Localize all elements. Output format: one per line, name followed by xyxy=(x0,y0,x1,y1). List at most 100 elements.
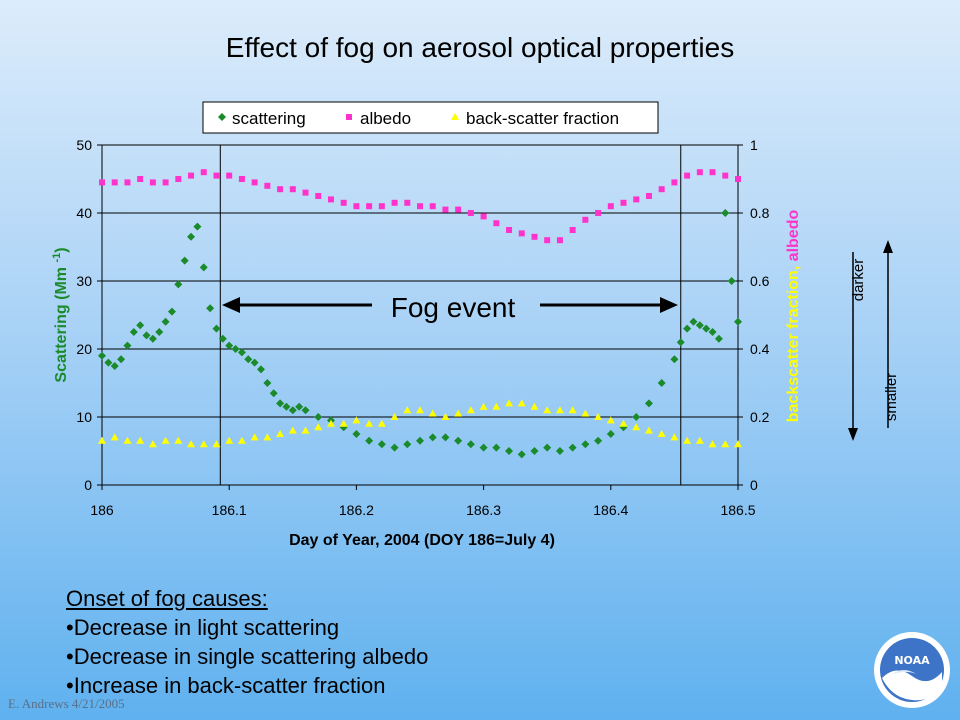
scattering-point xyxy=(117,355,126,364)
chart: 0 0 10 0.2 20 0.4 30 0.6 40 0.8 50 1 186 186.1 186.2 18… xyxy=(51,101,900,549)
scattering-point xyxy=(282,402,291,411)
backscatter-point xyxy=(288,426,297,434)
backscatter-point xyxy=(466,406,475,414)
backscatter-point xyxy=(212,440,221,448)
scattering-point xyxy=(314,413,323,421)
slide-title: Effect of fog on aerosol optical propert… xyxy=(225,32,735,63)
albedo-point xyxy=(137,176,144,182)
y-tick-label-left: 40 xyxy=(76,205,92,221)
scattering-point xyxy=(714,334,723,343)
albedo-point xyxy=(607,203,614,210)
albedo-point xyxy=(684,172,691,179)
backscatter-point xyxy=(110,433,119,441)
scattering-point xyxy=(466,440,475,449)
y-axis-label-right-backscatter: backscatter fraction, xyxy=(785,261,802,422)
albedo-point xyxy=(111,179,118,186)
scattering-point xyxy=(594,436,603,445)
scattering-point xyxy=(167,307,176,316)
legend-label-albedo: albedo xyxy=(360,109,411,128)
scattering-point xyxy=(110,362,119,370)
smaller-label: smaller xyxy=(883,373,900,421)
y-tick-label-right: 0.6 xyxy=(750,273,770,289)
scattering-point xyxy=(377,440,386,449)
albedo-point xyxy=(162,179,169,186)
scattering-point xyxy=(365,436,374,445)
albedo-point xyxy=(175,176,182,182)
y-axis-label-left: Scattering (Mm -1) xyxy=(51,247,70,382)
legend-label-backscatter: back-scatter fraction xyxy=(466,109,619,128)
albedo-point xyxy=(99,179,105,186)
fog-event-arrow: Fog event xyxy=(222,292,678,323)
albedo-point xyxy=(556,237,563,244)
scattering-point xyxy=(98,351,106,360)
backscatter-point xyxy=(352,416,361,424)
axis-ticks: 0 0 10 0.2 20 0.4 30 0.6 40 0.8 50 1 186 186.1 186.2 18… xyxy=(76,137,769,518)
albedo-point xyxy=(366,203,373,210)
backscatter-point xyxy=(530,402,539,410)
y-axis-label-right: backscatter fraction, albedo xyxy=(785,210,802,423)
y-tick-label-right: 0.2 xyxy=(750,409,770,425)
backscatter-point xyxy=(479,402,488,410)
albedo-point xyxy=(226,172,233,179)
albedo-point xyxy=(569,227,576,233)
backscatter-point xyxy=(263,433,272,441)
scattering-point xyxy=(187,232,196,241)
albedo-point xyxy=(582,216,589,223)
scattering-point xyxy=(543,443,552,452)
data-marks xyxy=(98,169,742,459)
scattering-point xyxy=(689,317,698,326)
scattering-point xyxy=(123,341,132,350)
albedo-point xyxy=(340,199,347,206)
backscatter-point xyxy=(148,440,157,448)
albedo-point xyxy=(671,179,678,186)
y-axis-label-left-sup: -1 xyxy=(51,253,63,263)
albedo-point xyxy=(506,227,513,233)
bullet-item: •Increase in back-scatter fraction xyxy=(66,673,386,698)
albedo-point xyxy=(289,186,296,193)
y-tick-label-left: 30 xyxy=(76,273,92,289)
albedo-point xyxy=(188,172,195,179)
backscatter-point xyxy=(695,436,704,444)
backscatter-point xyxy=(123,436,132,444)
x-axis-label: Day of Year, 2004 (DOY 186=July 4) xyxy=(289,532,555,549)
backscatter-point xyxy=(326,419,335,427)
backscatter-point xyxy=(301,426,310,434)
grid-lines xyxy=(102,212,738,418)
albedo-point xyxy=(213,172,220,179)
albedo-point xyxy=(658,186,665,193)
y-tick-label-left: 10 xyxy=(76,409,92,425)
albedo-point xyxy=(353,203,360,210)
backscatter-point xyxy=(606,416,615,424)
legend-label-scattering: scattering xyxy=(232,109,306,128)
albedo-point xyxy=(531,233,538,240)
y-tick-label-right: 0 xyxy=(750,477,758,493)
scattering-point xyxy=(161,317,170,326)
backscatter-point xyxy=(250,433,259,441)
albedo-point xyxy=(327,196,334,203)
y-axis-label-right-albedo: albedo xyxy=(785,210,802,262)
scattering-point xyxy=(676,338,685,347)
albedo-point xyxy=(302,189,309,196)
albedo-point xyxy=(277,186,284,193)
legend-item-backscatter: back-scatter fraction xyxy=(451,109,619,128)
backscatter-point xyxy=(657,430,666,437)
scattering-point xyxy=(269,389,278,398)
scattering-point xyxy=(225,341,234,350)
albedo-point xyxy=(391,199,398,206)
x-tick-label: 186.5 xyxy=(720,502,755,518)
backscatter-point xyxy=(187,440,196,448)
scattering-point xyxy=(568,443,577,452)
albedo-point xyxy=(149,179,156,186)
scattering-point xyxy=(155,328,164,336)
scattering-point xyxy=(199,263,208,272)
scattering-point xyxy=(352,430,361,438)
backscatter-point xyxy=(517,399,526,407)
bullet-item: •Decrease in single scattering albedo xyxy=(66,644,429,669)
backscatter-point xyxy=(225,436,234,444)
scattering-point xyxy=(734,317,742,326)
scattering-point xyxy=(244,355,253,364)
albedo-point xyxy=(238,176,245,182)
backscatter-point xyxy=(543,406,552,414)
scattering-point xyxy=(708,328,717,336)
albedo-point xyxy=(544,237,551,244)
